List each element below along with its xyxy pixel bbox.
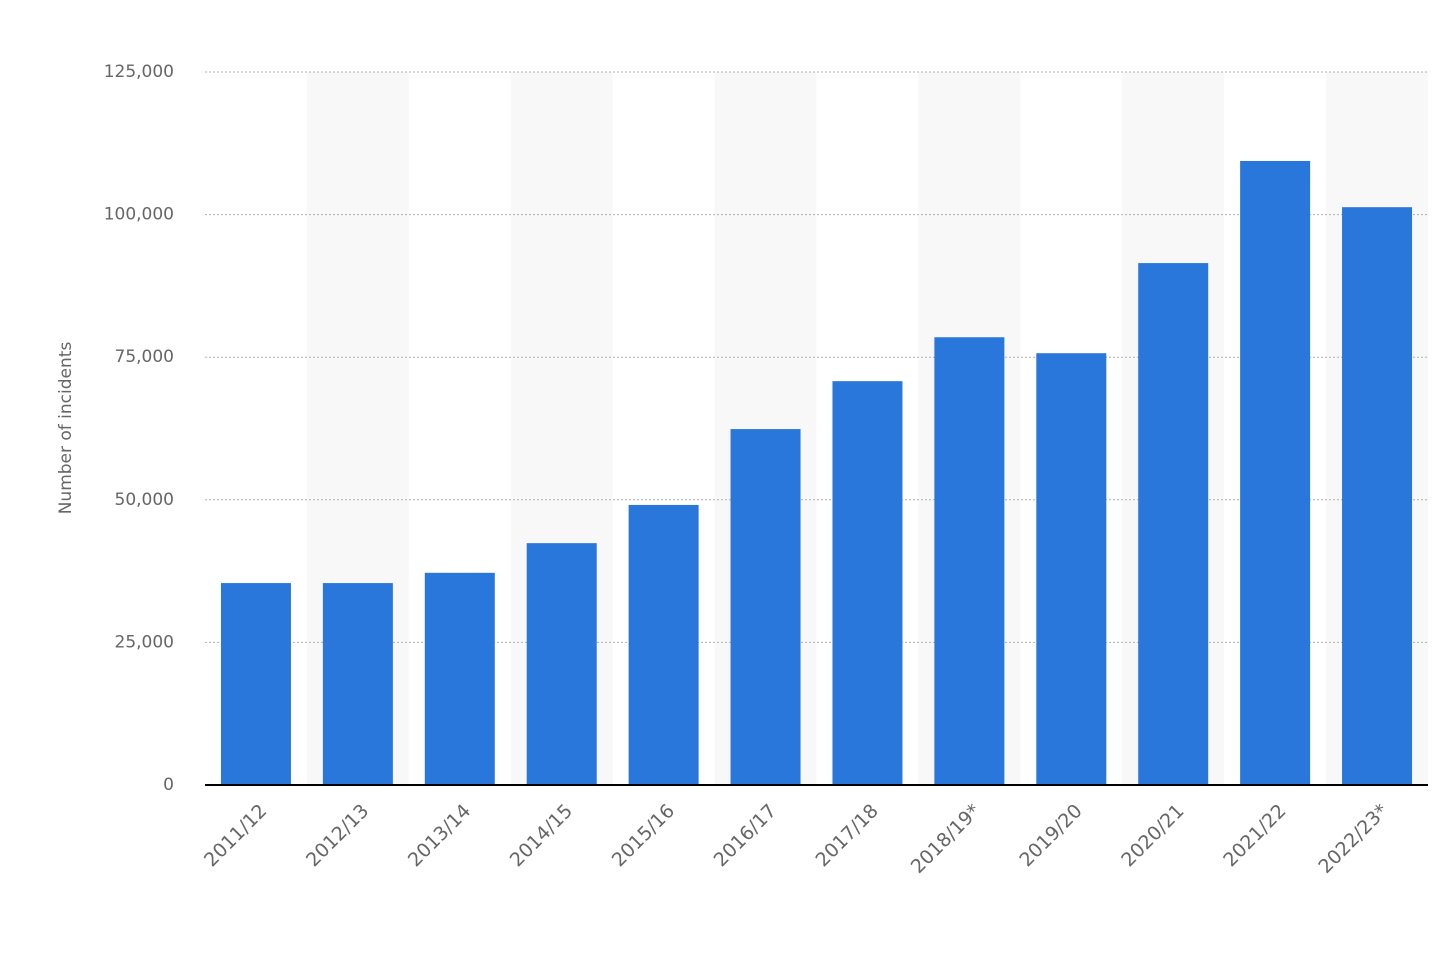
bar	[526, 543, 597, 785]
bar	[1342, 207, 1413, 785]
bar	[934, 337, 1005, 785]
y-tick-label: 100,000	[104, 205, 174, 225]
x-tick-label: 2022/23*	[1314, 800, 1392, 878]
y-axis-title: Number of incidents	[56, 342, 76, 515]
x-tick-label: 2011/12	[200, 800, 271, 871]
y-tick-label: 0	[163, 775, 174, 795]
bar	[322, 583, 393, 785]
x-tick-label: 2016/17	[710, 800, 781, 871]
x-tick-label: 2020/21	[1117, 800, 1188, 871]
y-tick-label: 75,000	[115, 347, 174, 367]
x-tick-label: 2012/13	[302, 800, 373, 871]
y-tick-label: 25,000	[115, 632, 174, 652]
x-tick-label: 2015/16	[608, 800, 679, 871]
y-tick-label: 125,000	[104, 62, 174, 82]
bar	[628, 504, 699, 785]
bar	[220, 583, 291, 785]
x-tick-label: 2017/18	[812, 800, 883, 871]
y-tick-label: 50,000	[115, 490, 174, 510]
x-tick-label: 2014/15	[506, 800, 577, 871]
x-tick-label: 2013/14	[404, 800, 475, 871]
x-tick-label: 2021/22	[1219, 800, 1290, 871]
x-tick-label: 2018/19*	[907, 800, 985, 878]
x-tick-label: 2019/20	[1015, 800, 1086, 871]
bar	[1138, 263, 1209, 786]
bar	[1036, 353, 1107, 785]
bar	[832, 381, 903, 785]
bar	[1240, 160, 1311, 785]
bar	[424, 572, 495, 785]
bar	[730, 429, 801, 785]
